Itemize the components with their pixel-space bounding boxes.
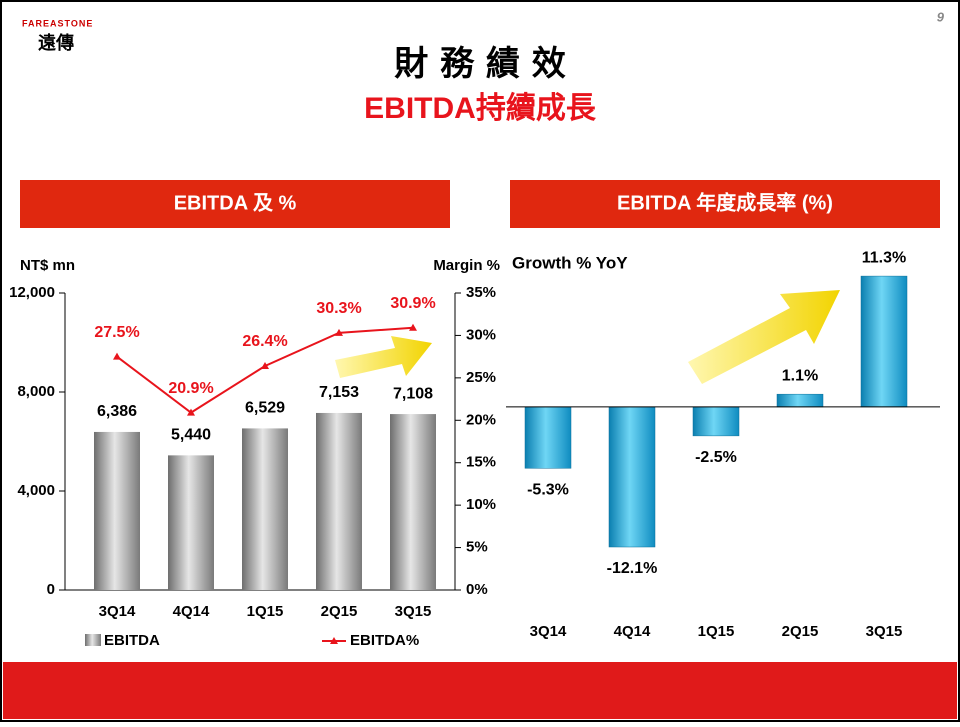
- bar: [168, 455, 214, 590]
- line-marker: [409, 323, 417, 331]
- bar-value-label: -2.5%: [695, 449, 737, 466]
- bar: [242, 428, 288, 590]
- bar: [316, 412, 362, 590]
- line-marker: [113, 352, 121, 360]
- legend-marker: [330, 637, 338, 644]
- line-value-label: 30.9%: [390, 295, 435, 312]
- trend-arrow: [688, 290, 840, 384]
- bar-value-label: 1.1%: [782, 367, 818, 384]
- x-tick-label: 3Q14: [530, 623, 567, 640]
- y-tick-label: 4,000: [17, 482, 55, 499]
- slide-title: 財 務 績 效: [394, 44, 566, 84]
- y2-tick-label: 0%: [466, 581, 488, 598]
- line-value-label: 20.9%: [168, 380, 213, 397]
- panel-header: [510, 180, 940, 228]
- line-value-label: 30.3%: [316, 300, 361, 317]
- y2-tick-label: 10%: [466, 496, 496, 513]
- bar: [390, 414, 436, 590]
- panel-title: EBITDA 及 %: [174, 192, 297, 214]
- x-tick-label: 2Q15: [782, 623, 819, 640]
- bar-value-label: 11.3%: [862, 249, 906, 266]
- legend-label: EBITDA: [104, 632, 160, 649]
- x-tick-label: 3Q15: [395, 603, 432, 620]
- x-tick-label: 3Q14: [99, 603, 136, 620]
- bar: [94, 431, 140, 590]
- y-tick-label: 0: [47, 581, 55, 598]
- panel-title: EBITDA 年度成長率 (%): [617, 190, 833, 214]
- y2-tick-label: 35%: [466, 284, 496, 301]
- bar-value-label: -12.1%: [607, 560, 658, 577]
- y2-tick-label: 15%: [466, 454, 496, 471]
- x-tick-label: 4Q14: [614, 623, 651, 640]
- x-tick-label: 2Q15: [321, 603, 358, 620]
- trend-arrow: [335, 336, 432, 378]
- bar: [860, 275, 908, 408]
- bar: [776, 393, 824, 408]
- line-marker: [335, 328, 343, 336]
- y2-axis-label: Margin %: [433, 257, 500, 274]
- bar-value-label: 7,108: [393, 385, 433, 402]
- slide-subtitle: EBITDA持續成長: [364, 92, 597, 125]
- panel-header: [20, 180, 450, 228]
- y-tick-label: 12,000: [9, 284, 55, 301]
- y2-tick-label: 25%: [466, 369, 496, 386]
- y-tick-label: 8,000: [17, 383, 55, 400]
- footer-band: [3, 662, 957, 719]
- line-value-label: 27.5%: [94, 324, 139, 341]
- line-value-label: 26.4%: [242, 333, 287, 350]
- y-axis-label: Growth % YoY: [512, 253, 628, 272]
- bar-value-label: -5.3%: [527, 481, 569, 498]
- logo-top: FAREASTONE: [22, 18, 93, 28]
- x-tick-label: 4Q14: [173, 603, 210, 620]
- y2-tick-label: 30%: [466, 326, 496, 343]
- line-marker: [261, 361, 269, 369]
- y-axis-label: NT$ mn: [20, 257, 75, 274]
- bar-value-label: 6,386: [97, 403, 137, 420]
- page-number: 9: [937, 9, 945, 24]
- logo-bottom: 遠傳: [38, 32, 74, 53]
- bar-value-label: 5,440: [171, 427, 211, 444]
- x-tick-label: 3Q15: [866, 623, 903, 640]
- x-tick-label: 1Q15: [698, 623, 735, 640]
- legend-swatch: [85, 634, 101, 646]
- x-tick-label: 1Q15: [247, 603, 284, 620]
- bar-value-label: 7,153: [319, 384, 359, 401]
- line-marker: [187, 408, 195, 416]
- y2-tick-label: 5%: [466, 539, 488, 556]
- legend-label: EBITDA%: [350, 632, 419, 649]
- bar: [524, 406, 572, 469]
- bar: [608, 406, 656, 548]
- y2-tick-label: 20%: [466, 411, 496, 428]
- bar-value-label: 6,529: [245, 400, 285, 417]
- bar: [692, 406, 740, 437]
